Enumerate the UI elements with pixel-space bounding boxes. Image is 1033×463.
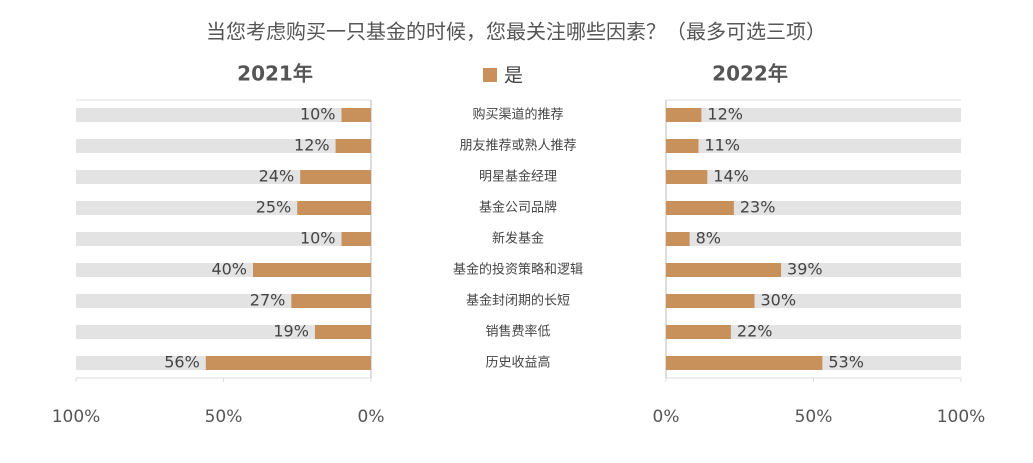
bar [341,108,371,122]
category-label: 历史收益高 [485,355,550,371]
value-label: 10% [300,229,336,248]
bar [205,356,371,370]
category-label: 基金的投资策略和逻辑 [453,262,583,278]
bar [314,325,371,339]
value-label: 19% [273,322,309,341]
value-label: 12% [707,105,743,124]
legend-label: 是 [504,65,523,87]
bar-track [666,108,961,122]
bar-track [666,139,961,153]
value-label: 25% [256,198,292,217]
value-label: 53% [828,353,864,372]
x-tick-label: 50% [795,407,833,427]
value-label: 8% [696,229,721,248]
bar [666,232,690,246]
value-label: 12% [294,136,330,155]
bar-track [666,232,961,246]
bar-track [76,325,371,339]
bar-track [76,170,371,184]
bar [341,232,371,246]
bar [666,170,708,184]
bar [666,201,734,215]
value-label: 30% [761,291,797,310]
category-label: 朋友推荐或熟人推荐 [459,138,576,154]
panel-title: 2021年 [237,62,313,86]
x-tick-label: 50% [205,407,243,427]
category-label: 明星基金经理 [479,169,557,185]
bar [666,294,755,308]
bar [666,108,702,122]
x-tick-label: 0% [653,407,680,427]
panel-title: 2022年 [712,62,788,86]
x-tick-label: 0% [358,407,385,427]
bar [297,201,371,215]
bar-track [666,170,961,184]
bar-track [666,201,961,215]
category-label: 销售费率低 [485,324,550,340]
value-label: 10% [300,105,336,124]
x-tick-label: 100% [52,407,101,427]
bar [666,139,699,153]
category-label: 基金公司品牌 [479,200,557,216]
value-label: 40% [211,260,247,279]
value-label: 22% [737,322,773,341]
value-label: 56% [164,353,200,372]
value-label: 23% [740,198,776,217]
bar-track [666,325,961,339]
category-label: 购买渠道的推荐 [472,107,563,123]
value-label: 14% [713,167,749,186]
value-label: 11% [704,136,740,155]
bar [335,139,371,153]
x-tick-label: 100% [937,407,986,427]
value-label: 27% [250,291,286,310]
bar [666,356,823,370]
bar-track [76,232,371,246]
bar [666,263,782,277]
value-label: 24% [259,167,295,186]
legend-swatch [483,68,497,82]
bar [666,325,731,339]
bar [253,263,371,277]
value-label: 39% [787,260,823,279]
chart-title: 当您考虑购买一只基金的时候，您最关注哪些因素？（最多可选三项） [206,20,826,44]
category-label: 基金封闭期的长短 [466,293,570,309]
bar-track [76,108,371,122]
bar [300,170,371,184]
bar-track [76,139,371,153]
bar [291,294,371,308]
category-label: 新发基金 [492,231,544,247]
